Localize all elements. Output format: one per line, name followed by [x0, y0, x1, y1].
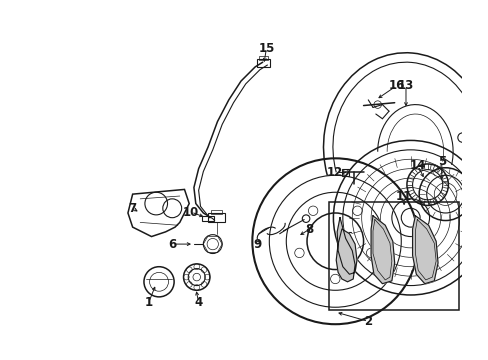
- Text: 11: 11: [395, 190, 411, 203]
- Bar: [202, 216, 213, 221]
- Bar: [257, 59, 270, 67]
- Text: 4: 4: [194, 296, 203, 309]
- Text: 14: 14: [409, 159, 426, 172]
- Bar: [341, 169, 349, 176]
- Text: 15: 15: [258, 41, 274, 55]
- Bar: [259, 55, 268, 60]
- Text: 2: 2: [364, 315, 371, 328]
- Text: 1: 1: [144, 296, 152, 309]
- Text: 9: 9: [252, 238, 261, 251]
- Text: 5: 5: [437, 155, 445, 168]
- Text: 16: 16: [387, 79, 404, 92]
- Text: 12: 12: [326, 166, 343, 179]
- Polygon shape: [370, 216, 394, 284]
- Polygon shape: [336, 218, 356, 282]
- Bar: [210, 210, 222, 214]
- Polygon shape: [412, 216, 437, 284]
- Text: 10: 10: [183, 206, 199, 219]
- Bar: [328, 202, 458, 310]
- Text: 7: 7: [128, 202, 137, 215]
- Text: 3: 3: [486, 247, 488, 260]
- Text: 13: 13: [397, 79, 413, 92]
- Text: 6: 6: [168, 238, 176, 251]
- Bar: [207, 213, 224, 222]
- Text: 8: 8: [305, 222, 313, 235]
